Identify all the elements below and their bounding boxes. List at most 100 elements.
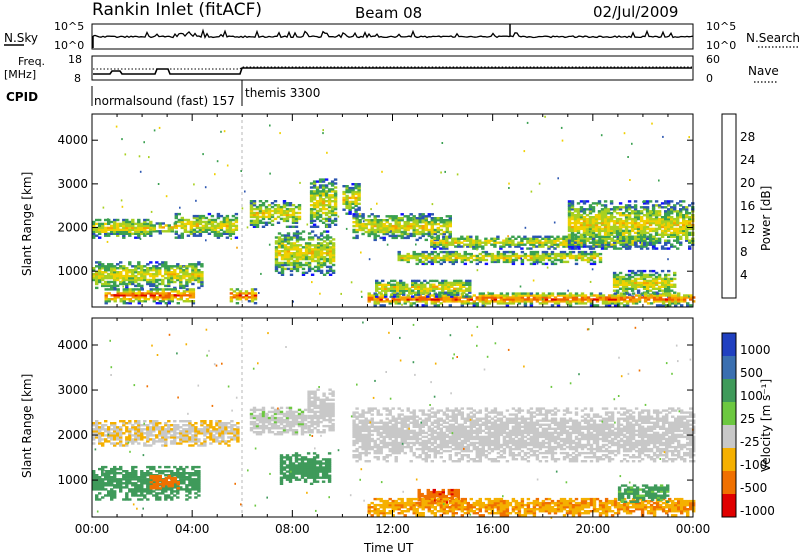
- data-cell: [207, 212, 212, 216]
- data-cell: [645, 217, 650, 221]
- data-cell: [125, 276, 129, 280]
- data-cell: [113, 272, 117, 276]
- data-cell: [164, 271, 168, 274]
- data-cell: [448, 250, 452, 254]
- data-cell: [312, 202, 317, 205]
- data-cell: [333, 205, 338, 209]
- data-cell: [280, 255, 285, 259]
- data-cell: [481, 302, 485, 305]
- data-cell: [673, 273, 677, 277]
- data-cell: [499, 241, 503, 244]
- data-cell: [322, 244, 327, 247]
- data-cell: [535, 245, 539, 248]
- data-cell: [481, 245, 485, 248]
- data-cell: [161, 278, 165, 282]
- data-cell: [619, 241, 623, 244]
- data-cell: [403, 230, 407, 234]
- data-cell: [274, 236, 279, 239]
- data-cell: [685, 208, 689, 211]
- data-cell: [679, 208, 683, 211]
- speckle-cell: [370, 208, 372, 211]
- data-cell: [523, 298, 528, 301]
- data-cell: [439, 232, 443, 236]
- data-cell: [615, 208, 620, 211]
- data-cell: [567, 216, 572, 219]
- data-cell: [267, 410, 272, 414]
- speckle-cell: [337, 215, 340, 218]
- data-cell: [427, 228, 431, 232]
- data-cell: [418, 226, 422, 230]
- data-cell: [460, 254, 464, 258]
- data-cell: [201, 220, 206, 224]
- data-cell: [315, 213, 320, 217]
- data-cell: [310, 414, 314, 418]
- data-cell: [399, 287, 403, 290]
- data-cell: [376, 222, 380, 226]
- data-cell: [426, 281, 430, 285]
- data-cell: [137, 292, 141, 295]
- data-cell: [624, 208, 629, 211]
- data-cell: [107, 269, 111, 272]
- data-cell: [137, 442, 141, 445]
- data-cell: [621, 235, 626, 238]
- data-cell: [110, 269, 114, 272]
- data-cell: [468, 291, 472, 294]
- speckle-cell: [268, 243, 271, 246]
- freq-tick-bottom: 8: [74, 72, 81, 85]
- data-cell: [325, 238, 330, 241]
- speckle-cell: [381, 170, 383, 173]
- data-cell: [544, 239, 548, 242]
- data-cell: [348, 208, 352, 211]
- speckle-cell: [389, 295, 392, 298]
- data-cell: [472, 243, 476, 246]
- data-cell: [125, 284, 129, 288]
- data-cell: [409, 254, 413, 258]
- data-cell: [390, 287, 394, 290]
- data-cell: [140, 286, 144, 290]
- data-cell: [113, 296, 117, 299]
- data-cell: [544, 254, 549, 258]
- data-cell: [603, 237, 608, 240]
- data-cell: [318, 186, 323, 189]
- data-cell: [125, 298, 129, 301]
- data-cell: [164, 230, 168, 233]
- data-cell: [514, 298, 519, 301]
- data-cell: [342, 202, 346, 205]
- data-cell: [318, 184, 323, 187]
- data-cell: [198, 228, 203, 231]
- data-cell: [146, 426, 150, 429]
- data-cell: [197, 261, 201, 264]
- data-cell: [636, 223, 641, 227]
- data-cell: [291, 221, 296, 224]
- data-cell: [633, 212, 638, 215]
- data-cell: [318, 194, 323, 197]
- data-cell: [415, 298, 419, 301]
- data-cell: [408, 289, 412, 292]
- data-cell: [140, 434, 144, 437]
- speckle-cell: [158, 126, 161, 129]
- data-cell: [618, 277, 623, 281]
- data-cell: [197, 438, 201, 441]
- data-cell: [499, 302, 504, 305]
- data-cell: [247, 296, 252, 299]
- data-cell: [577, 247, 581, 250]
- data-cell: [128, 298, 132, 301]
- data-cell: [228, 234, 233, 237]
- data-cell: [646, 298, 651, 301]
- data-cell: [322, 263, 327, 267]
- data-cell: [403, 232, 407, 236]
- data-cell: [357, 188, 361, 192]
- data-cell: [101, 424, 105, 427]
- data-cell: [580, 296, 585, 299]
- data-cell: [606, 219, 611, 223]
- data-cell: [391, 230, 395, 234]
- data-cell: [134, 280, 138, 284]
- data-cell: [636, 291, 641, 294]
- data-cell: [453, 281, 457, 285]
- data-cell: [315, 202, 320, 205]
- data-cell: [667, 214, 671, 217]
- data-cell: [600, 243, 605, 246]
- data-cell: [391, 224, 395, 228]
- data-cell: [357, 190, 361, 194]
- data-cell: [137, 230, 141, 233]
